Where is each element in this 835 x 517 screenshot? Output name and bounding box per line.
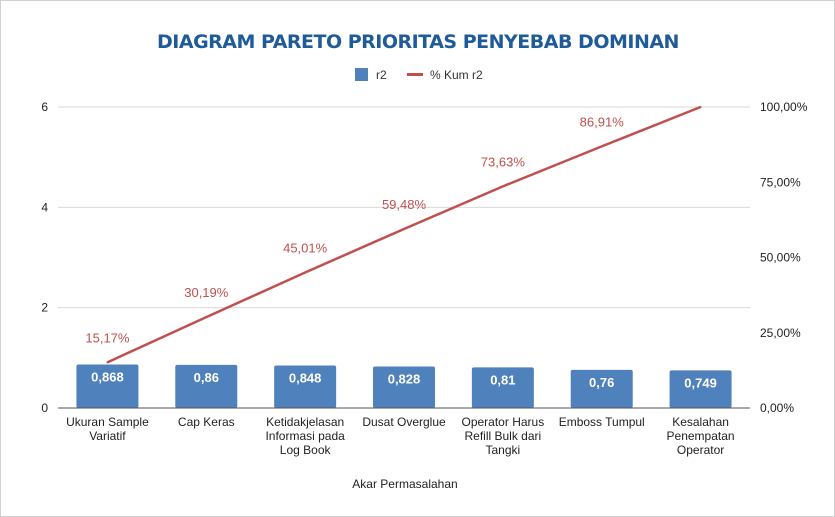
- x-tick-label: Dusat Overglue: [362, 415, 446, 429]
- legend-label-r2: r2: [376, 68, 387, 82]
- y-left-tick-label: 6: [41, 100, 48, 114]
- x-tick-label: Operator: [677, 443, 724, 457]
- bar: [669, 370, 732, 408]
- bar-data-label: 0,868: [91, 369, 124, 384]
- x-tick-label: Tangki: [486, 443, 521, 457]
- legend-label-kum: % Kum r2: [430, 68, 483, 82]
- line-point: [106, 361, 109, 364]
- bar: [471, 367, 534, 408]
- line-point: [699, 106, 702, 108]
- bar-data-label: 0,828: [388, 371, 421, 386]
- line-point: [403, 227, 405, 230]
- bar: [373, 366, 435, 408]
- line-data-label: 30,19%: [184, 285, 229, 300]
- y-left-tick-label: 4: [41, 200, 48, 214]
- line-data-label: 73,63%: [481, 154, 526, 169]
- line-data-label: 15,17%: [85, 330, 130, 345]
- x-axis-title: Akar Permasalahan: [352, 477, 457, 491]
- y-left-tick-label: 2: [41, 301, 48, 315]
- x-tick-label: Kesalahan: [672, 415, 729, 429]
- y-right-tick-label: 0,00%: [760, 401, 794, 415]
- x-tick-label: Log Book: [280, 443, 332, 457]
- bar: [175, 364, 238, 408]
- cumulative-line: [106, 105, 702, 364]
- bar-data-label: 0,76: [589, 375, 614, 390]
- y-right-tick-label: 75,00%: [760, 175, 801, 189]
- legend-swatch-line: [407, 73, 423, 76]
- bar-data-label: 0,86: [194, 370, 219, 385]
- x-tick-label: Penempatan: [667, 429, 735, 443]
- x-tick-label: Ukuran Sample: [66, 415, 149, 429]
- bar: [76, 364, 139, 408]
- bar-data-label: 0,81: [490, 372, 515, 387]
- x-tick-label: Ketidakjelasan: [266, 415, 344, 429]
- bar-data-label: 0,848: [289, 370, 322, 385]
- x-tick-label: Variatif: [89, 429, 126, 443]
- x-tick-label: Informasi pada: [265, 429, 345, 443]
- x-tick-label: Operator Harus: [462, 415, 545, 429]
- x-tick-label: Cap Keras: [178, 415, 235, 429]
- y-right-tick-label: 25,00%: [760, 326, 801, 340]
- line-point: [600, 145, 603, 148]
- x-tick-label: Refill Bulk dari: [465, 429, 542, 443]
- line-data-label: 45,01%: [283, 241, 328, 256]
- chart-title: DIAGRAM PARETO PRIORITAS PENYEBAB DOMINA…: [157, 31, 679, 53]
- line-point: [501, 185, 504, 188]
- bar: [570, 369, 633, 408]
- y-right-tick-label: 100,00%: [760, 100, 808, 114]
- bar-data-label: 0,749: [684, 375, 717, 390]
- line-data-label: 59,48%: [382, 197, 427, 212]
- legend: r2 % Kum r2: [355, 68, 483, 82]
- y-left-tick-label: 0: [41, 401, 48, 415]
- line-point: [205, 316, 208, 319]
- legend-swatch-bar: [355, 68, 368, 81]
- y-right-tick-label: 50,00%: [760, 251, 801, 265]
- x-tick-label: Emboss Tumpul: [559, 415, 645, 429]
- line-point: [304, 271, 307, 274]
- bar: [274, 365, 337, 408]
- line-data-label: 86,91%: [580, 114, 625, 129]
